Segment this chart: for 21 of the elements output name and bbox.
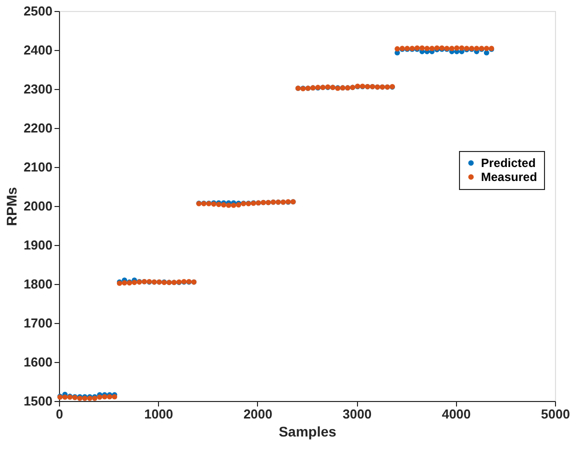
x-tick-label: 2000 [243, 406, 272, 422]
y-tick-label: 1600 [24, 354, 52, 370]
y-tick-label: 1800 [24, 276, 52, 292]
x-tick-label: 5000 [541, 406, 570, 422]
x-tick-label: 0 [56, 406, 64, 422]
x-tick-label: 4000 [442, 406, 471, 422]
y-tick-label: 1500 [24, 394, 52, 408]
legend-label: Predicted [481, 156, 536, 170]
y-tick-label: 1700 [24, 316, 52, 330]
x-axis-title: Samples [278, 424, 337, 440]
legend-label: Measured [481, 170, 538, 184]
y-tick-label: 2000 [24, 198, 52, 214]
y-axis-title: RPMs [4, 186, 20, 226]
y-tick-label: 1900 [24, 238, 52, 252]
y-tick-label: 2300 [24, 82, 52, 96]
y-tick-label: 2400 [24, 42, 52, 58]
x-tick-label: 1000 [144, 406, 174, 422]
y-tick-label: 2200 [24, 120, 52, 136]
x-tick-label: 3000 [342, 406, 372, 422]
y-tick-label: 2500 [24, 4, 52, 18]
y-tick-label: 2100 [24, 160, 52, 174]
